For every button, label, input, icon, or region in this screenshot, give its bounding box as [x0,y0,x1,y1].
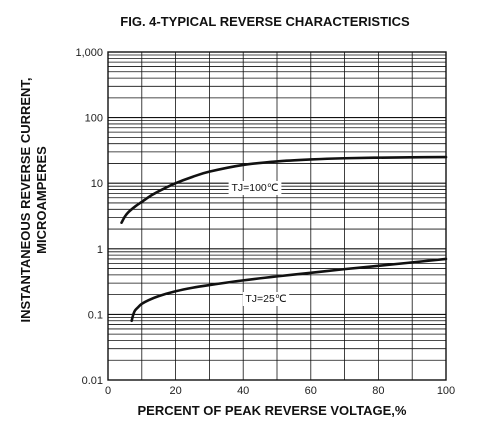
annotation-background [228,181,282,195]
x-tick-label: 80 [372,385,384,397]
y-axis-title-line2: MICROAMPERES [34,146,49,254]
y-tick-label: 1 [97,244,103,256]
y-tick-label: 100 [85,113,103,125]
series-line-tj-25c [130,257,448,323]
x-tick-label: 60 [305,385,317,397]
series-line-tj-100c [120,155,448,224]
y-axis-title-line1: INSTANTANEOUS REVERSE CURRENT, [18,77,33,322]
plot-frame [107,51,447,381]
series-annotations: TJ=100℃ TJ=25℃ [228,181,290,306]
y-tick-label: 1,000 [75,47,103,59]
y-tick-label: 10 [91,178,103,190]
tick-labels: 0 20 40 60 80 100 0.01 0.1 1 10 100 1,000 [75,47,455,397]
grid-lines [107,51,447,381]
x-tick-label: 40 [237,385,249,397]
annotation-background [242,292,290,306]
x-tick-label: 20 [169,385,181,397]
y-tick-label: 0.01 [82,375,103,387]
y-tick-label: 0.1 [88,309,103,321]
x-tick-label: 100 [437,385,455,397]
series-lines [120,155,448,323]
chart-title: FIG. 4-TYPICAL REVERSE CHARACTERISTICS [120,14,410,29]
series-annotation: TJ=100℃ [231,182,278,194]
x-axis-title: PERCENT OF PEAK REVERSE VOLTAGE,% [138,403,407,418]
x-tick-label: 0 [105,385,111,397]
series-annotation: TJ=25℃ [245,293,286,305]
